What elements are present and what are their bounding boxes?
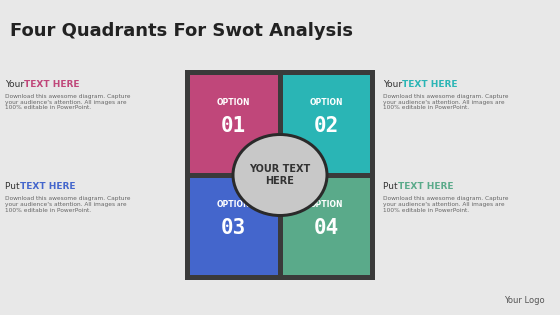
Text: Download this awesome diagram. Capture
your audience's attention. All images are: Download this awesome diagram. Capture y… xyxy=(383,196,508,213)
FancyBboxPatch shape xyxy=(282,75,370,173)
FancyBboxPatch shape xyxy=(282,177,370,275)
Text: 03: 03 xyxy=(221,218,246,238)
Text: TEXT HERE: TEXT HERE xyxy=(24,80,80,89)
Text: Your: Your xyxy=(5,80,27,89)
Text: TEXT HERE: TEXT HERE xyxy=(398,182,454,191)
Text: Put: Put xyxy=(5,182,22,191)
Text: 04: 04 xyxy=(314,218,339,238)
Ellipse shape xyxy=(235,136,325,214)
Text: OPTION: OPTION xyxy=(310,200,343,209)
Text: Download this awesome diagram. Capture
your audience's attention. All images are: Download this awesome diagram. Capture y… xyxy=(5,196,130,213)
Text: OPTION: OPTION xyxy=(310,98,343,107)
Text: Your: Your xyxy=(383,80,405,89)
Ellipse shape xyxy=(231,133,329,217)
Text: 02: 02 xyxy=(314,116,339,136)
Text: TEXT HERE: TEXT HERE xyxy=(20,182,76,191)
Text: Put: Put xyxy=(383,182,400,191)
FancyBboxPatch shape xyxy=(190,75,278,173)
Text: Your Logo: Your Logo xyxy=(505,296,545,305)
FancyBboxPatch shape xyxy=(185,70,375,280)
Text: YOUR TEXT
HERE: YOUR TEXT HERE xyxy=(249,164,311,186)
Text: OPTION: OPTION xyxy=(217,98,250,107)
Text: Download this awesome diagram. Capture
your audience's attention. All images are: Download this awesome diagram. Capture y… xyxy=(5,94,130,110)
FancyBboxPatch shape xyxy=(190,177,278,275)
Text: TEXT HERE: TEXT HERE xyxy=(402,80,458,89)
Text: OPTION: OPTION xyxy=(217,200,250,209)
Text: Download this awesome diagram. Capture
your audience's attention. All images are: Download this awesome diagram. Capture y… xyxy=(383,94,508,110)
Text: Four Quadrants For Swot Analysis: Four Quadrants For Swot Analysis xyxy=(10,22,353,40)
Text: 01: 01 xyxy=(221,116,246,136)
